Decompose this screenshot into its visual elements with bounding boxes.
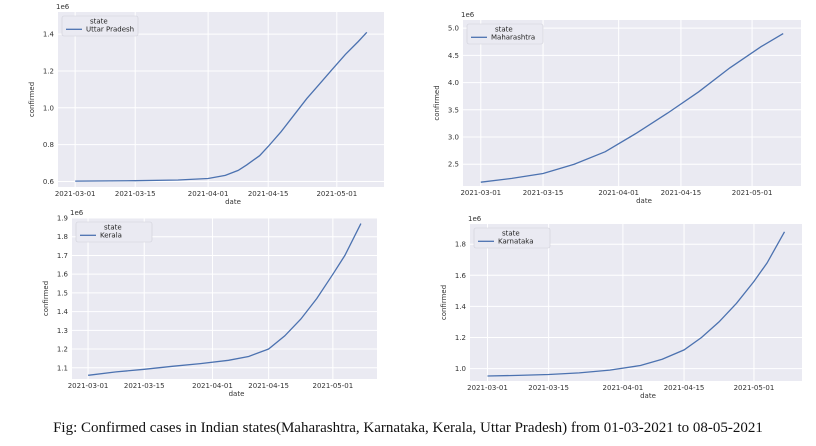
y-tick-label: 4.5 xyxy=(448,52,459,60)
x-tick-label: 2021-03-01 xyxy=(55,190,96,198)
x-tick-label: 2021-04-01 xyxy=(598,189,639,197)
legend-title: state xyxy=(495,26,513,34)
x-tick-label: 2021-05-01 xyxy=(734,384,775,392)
legend-label: Karnataka xyxy=(498,238,534,246)
x-tick-label: 2021-03-01 xyxy=(68,382,109,390)
y-tick-label: 1.1 xyxy=(57,364,68,372)
x-tick-label: 2021-04-15 xyxy=(664,384,705,392)
y-tick-label: 1.0 xyxy=(455,365,466,373)
plot-area xyxy=(470,224,802,381)
y-tick-label: 1.2 xyxy=(455,334,466,342)
y-tick-label: 1.8 xyxy=(455,241,466,249)
legend-label: Maharashtra xyxy=(491,34,535,42)
y-tick-label: 1.2 xyxy=(57,346,68,354)
x-tick-label: 2021-05-01 xyxy=(316,190,357,198)
figure-caption: Fig: Confirmed cases in Indian states(Ma… xyxy=(53,420,763,436)
y-tick-label: 3.5 xyxy=(448,106,459,114)
x-tick-label: 2021-03-15 xyxy=(528,384,569,392)
axis-exponent-label: 1e6 xyxy=(70,209,84,217)
y-tick-label: 1.7 xyxy=(57,252,68,260)
y-tick-label: 1.4 xyxy=(43,31,55,39)
y-tick-label: 0.8 xyxy=(43,141,54,149)
x-tick-label: 2021-04-15 xyxy=(661,189,702,197)
legend-box xyxy=(473,227,551,249)
x-tick-label: 2021-04-01 xyxy=(192,382,233,390)
legend-title: state xyxy=(90,18,108,26)
series-line xyxy=(480,33,784,183)
y-tick-label: 1.8 xyxy=(57,233,68,241)
y-axis-label: confirmed xyxy=(28,82,36,117)
legend-title: state xyxy=(502,230,520,238)
legend-title: state xyxy=(104,224,122,232)
y-tick-label: 1.6 xyxy=(455,272,467,280)
y-tick-label: 1.5 xyxy=(57,289,68,297)
y-tick-label: 1.4 xyxy=(57,308,69,316)
x-tick-label: 2021-05-01 xyxy=(732,189,773,197)
axis-exponent-label: 1e6 xyxy=(468,215,482,223)
x-tick-label: 2021-03-01 xyxy=(460,189,501,197)
legend-box xyxy=(61,15,139,37)
legend-label: Kerala xyxy=(100,232,122,240)
x-axis-label: date xyxy=(229,390,245,398)
chart-panel: 2021-03-01 2021-03-15 2021-04-01 2021-04-15… xyxy=(28,3,384,206)
y-tick-label: 1.4 xyxy=(455,303,467,311)
axis-exponent-label: 1e6 xyxy=(56,3,70,11)
y-axis-label: confirmed xyxy=(433,85,441,120)
x-tick-label: 2021-03-15 xyxy=(523,189,564,197)
series-line xyxy=(88,223,362,376)
figure: 2021-03-01 2021-03-15 2021-04-01 2021-04-15… xyxy=(28,3,802,400)
y-tick-label: 0.6 xyxy=(43,178,55,186)
x-tick-label: 2021-03-01 xyxy=(467,384,508,392)
y-tick-label: 1.0 xyxy=(43,104,54,112)
chart-panel: 2021-03-01 2021-03-15 2021-04-01 2021-04-15… xyxy=(440,215,802,400)
series-line xyxy=(75,31,368,182)
y-axis-label: confirmed xyxy=(42,281,50,316)
x-tick-label: 2021-04-15 xyxy=(248,382,289,390)
y-tick-label: 1.9 xyxy=(57,215,68,223)
x-tick-label: 2021-05-01 xyxy=(313,382,354,390)
plot-area xyxy=(58,12,384,187)
series-line xyxy=(487,231,786,377)
legend-box xyxy=(75,221,153,243)
x-tick-label: 2021-04-01 xyxy=(603,384,644,392)
chart-panel: 2021-03-01 2021-03-15 2021-04-01 2021-04-15… xyxy=(433,11,801,205)
plot-area xyxy=(72,218,377,379)
y-tick-label: 4.0 xyxy=(448,79,459,87)
y-tick-label: 1.2 xyxy=(43,67,54,75)
y-axis-label: confirmed xyxy=(440,285,448,320)
y-tick-label: 2.5 xyxy=(448,161,459,169)
x-tick-label: 2021-04-15 xyxy=(248,190,289,198)
legend-box xyxy=(466,23,544,45)
y-tick-label: 5.0 xyxy=(448,25,459,33)
legend-label: Uttar Pradesh xyxy=(86,26,134,34)
x-tick-label: 2021-04-01 xyxy=(188,190,229,198)
chart-panel: 2021-03-01 2021-03-15 2021-04-01 2021-04-15… xyxy=(42,209,377,398)
x-axis-label: date xyxy=(636,197,652,205)
y-tick-label: 1.3 xyxy=(57,327,68,335)
axis-exponent-label: 1e6 xyxy=(461,11,475,19)
x-axis-label: date xyxy=(640,392,656,400)
y-tick-label: 1.6 xyxy=(57,271,69,279)
x-axis-label: date xyxy=(225,198,241,206)
plot-area xyxy=(463,20,801,186)
x-tick-label: 2021-03-15 xyxy=(115,190,156,198)
y-tick-label: 3.0 xyxy=(448,134,459,142)
x-tick-label: 2021-03-15 xyxy=(124,382,165,390)
